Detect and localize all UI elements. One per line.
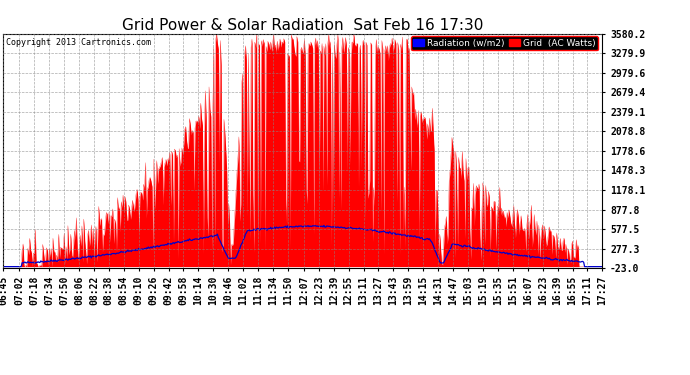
Title: Grid Power & Solar Radiation  Sat Feb 16 17:30: Grid Power & Solar Radiation Sat Feb 16 …	[122, 18, 484, 33]
Legend: Radiation (w/m2), Grid  (AC Watts): Radiation (w/m2), Grid (AC Watts)	[411, 36, 598, 50]
Text: Copyright 2013 Cartronics.com: Copyright 2013 Cartronics.com	[6, 39, 151, 48]
